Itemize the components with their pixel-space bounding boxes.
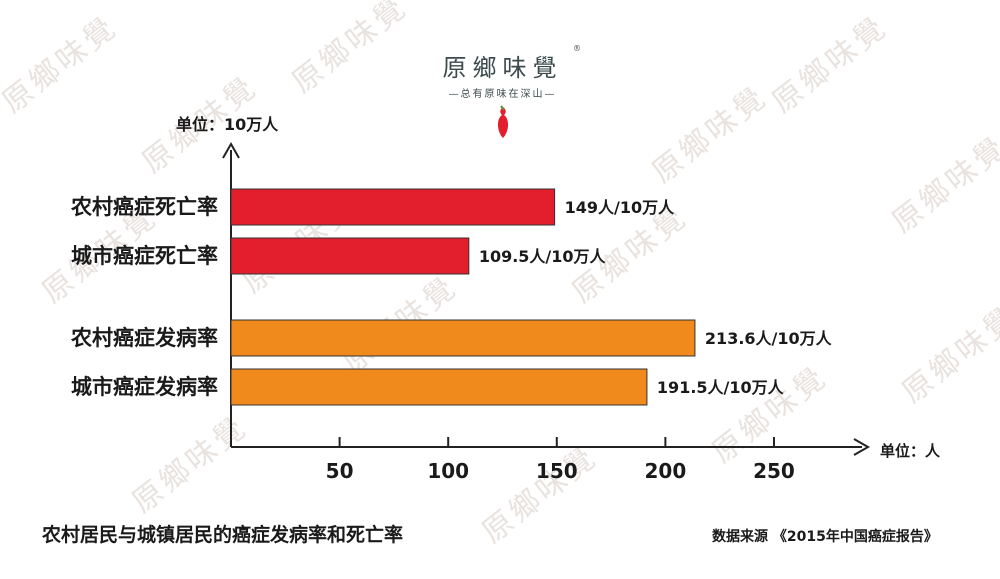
- x-tick-label: 100: [427, 459, 469, 483]
- x-axis-arrow: [853, 438, 871, 456]
- chili-icon: [497, 105, 508, 138]
- logo-name: 原鄉味覺 ®: [420, 44, 585, 83]
- value-label: 109.5人/10万人: [479, 247, 607, 266]
- value-label: 191.5人/10万人: [657, 378, 785, 397]
- y-axis-arrow: [222, 141, 240, 159]
- bar-1: [230, 188, 556, 226]
- logo-name-text: 原鄉味覺: [442, 54, 563, 82]
- y-unit-label: 单位：10万人: [176, 115, 279, 134]
- category-label: 农村癌症发病率: [70, 326, 218, 350]
- x-tick-label: 250: [753, 459, 795, 483]
- category-label: 城市癌症死亡率: [71, 244, 218, 268]
- bar-3: [230, 319, 696, 357]
- x-unit-label: 单位：人: [880, 442, 941, 460]
- registered-mark: ®: [573, 44, 587, 53]
- value-label: 149人/10万人: [565, 198, 676, 217]
- brand-logo: 原鄉味覺 ® —总有原味在深山—: [420, 44, 585, 144]
- category-label: 农村癌症死亡率: [70, 195, 218, 219]
- x-tick-label: 150: [536, 459, 578, 483]
- chart-title: 农村居民与城镇居民的癌症发病率和死亡率: [42, 524, 404, 546]
- x-tick-label: 50: [326, 459, 354, 483]
- value-label: 213.6人/10万人: [705, 329, 833, 348]
- bar-4: [230, 368, 648, 406]
- logo-slogan: —总有原味在深山—: [448, 89, 557, 100]
- data-source: 数据来源 《2015年中国癌症报告》: [712, 529, 938, 545]
- x-tick-label: 200: [645, 459, 687, 483]
- bar-2: [230, 237, 470, 275]
- category-label: 城市癌症发病率: [71, 375, 218, 399]
